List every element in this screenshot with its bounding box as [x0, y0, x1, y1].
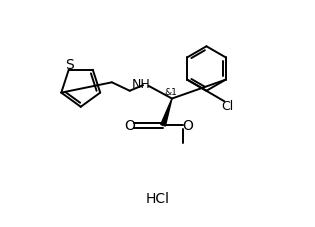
- Text: Cl: Cl: [221, 99, 234, 112]
- Text: S: S: [66, 58, 74, 72]
- Text: O: O: [182, 119, 193, 133]
- Text: O: O: [124, 119, 135, 133]
- Text: NH: NH: [131, 78, 150, 91]
- Text: &1: &1: [164, 88, 177, 97]
- Text: HCl: HCl: [146, 191, 169, 205]
- Polygon shape: [161, 99, 172, 126]
